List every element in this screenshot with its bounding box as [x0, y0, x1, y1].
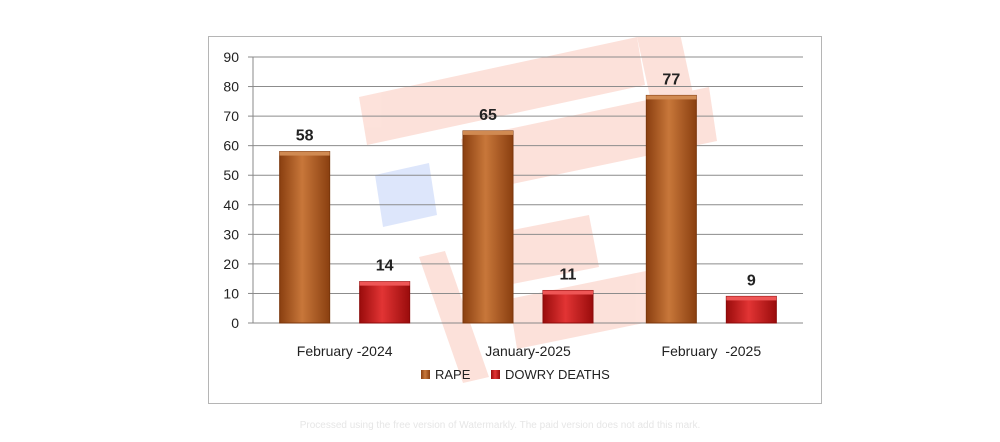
bar-top-cap — [646, 95, 697, 100]
bar-chart: 0 10 20 30 40 50 60 70 80 90 58 14 65 11 77 9 February… — [223, 37, 803, 383]
legend-label: RAPE — [435, 367, 471, 382]
y-tick-label: 90 — [223, 49, 239, 65]
bar-top-cap — [543, 290, 593, 295]
legend: RAPE DOWRY DEATHS — [421, 367, 610, 382]
data-label: 58 — [296, 128, 314, 145]
data-label: 77 — [662, 71, 680, 88]
legend-swatch — [491, 370, 500, 379]
data-label: 14 — [376, 258, 394, 275]
data-label: 11 — [560, 266, 577, 283]
data-label: 9 — [747, 272, 756, 289]
legend-label: DOWRY DEATHS — [505, 367, 610, 382]
bar-rape — [462, 130, 514, 324]
y-tick-label: 40 — [223, 197, 239, 213]
x-axis: February -2024 January-2025 February -2025 — [297, 343, 762, 359]
bars — [279, 94, 777, 324]
bar-rape — [279, 151, 331, 324]
y-tick-label: 0 — [231, 315, 239, 331]
y-tick-label: 30 — [223, 226, 239, 242]
chart-frame: 0 10 20 30 40 50 60 70 80 90 58 14 65 11 77 9 February… — [208, 36, 822, 404]
bar-top-cap — [726, 296, 777, 301]
bar-dowry-deaths — [359, 281, 411, 324]
data-labels: 58 14 65 11 77 9 — [296, 71, 756, 289]
bar-top-cap — [359, 281, 410, 286]
x-category-label: February -2025 — [662, 343, 762, 359]
x-category-label: January-2025 — [485, 343, 571, 359]
x-category-label: February -2024 — [297, 343, 393, 359]
data-label: 65 — [479, 107, 497, 124]
y-tick-label: 50 — [223, 167, 239, 183]
watermark-notice: Processed using the free version of Wate… — [299, 420, 701, 431]
y-tick-label: 20 — [223, 256, 239, 272]
y-tick-label: 10 — [223, 285, 239, 301]
y-axis: 0 10 20 30 40 50 60 70 80 90 — [223, 49, 254, 331]
y-tick-label: 60 — [223, 138, 239, 154]
legend-swatch — [421, 370, 430, 379]
bar-dowry-deaths — [725, 295, 777, 324]
bar-dowry-deaths — [542, 289, 594, 324]
y-tick-label: 80 — [223, 79, 239, 95]
y-tick-label: 70 — [223, 108, 239, 124]
gridlines — [253, 56, 803, 324]
bar-rape — [645, 94, 697, 324]
bar-top-cap — [463, 130, 513, 135]
bar-top-cap — [279, 151, 330, 156]
